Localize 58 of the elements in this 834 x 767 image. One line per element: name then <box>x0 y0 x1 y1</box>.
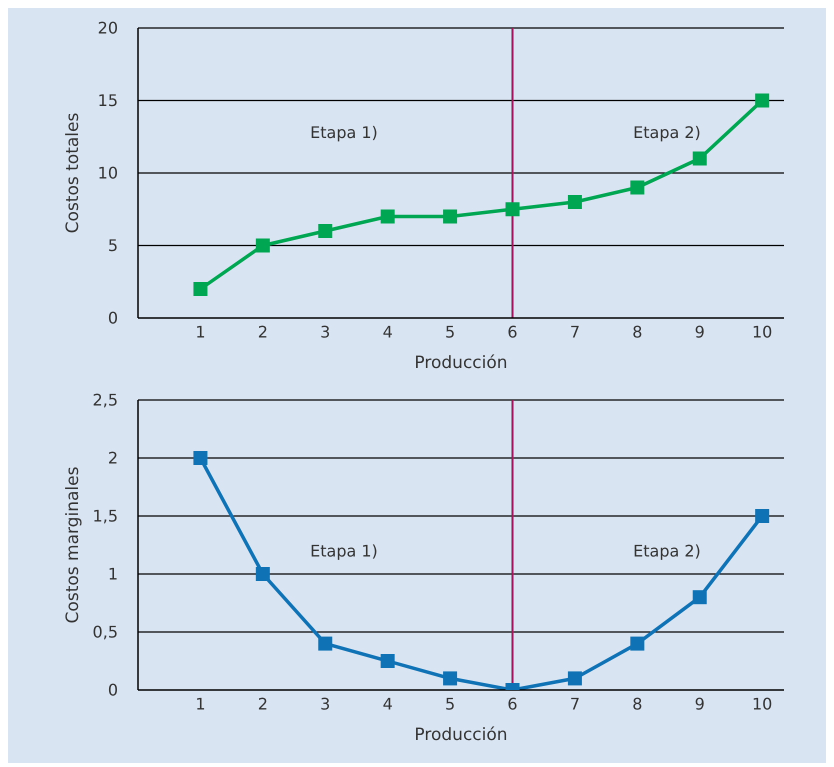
x-tick-label: 9 <box>694 694 705 714</box>
y-tick-label: 15 <box>98 91 118 110</box>
x-tick-label: 2 <box>258 322 268 342</box>
x-tick-label: 5 <box>444 322 456 342</box>
y-tick-label: 5 <box>108 236 118 256</box>
point <box>443 210 458 224</box>
y-tick-label: 2 <box>108 448 118 468</box>
x-tick-label: 6 <box>507 322 518 342</box>
x-tick-label: 7 <box>570 694 580 714</box>
x-tick-label: 4 <box>382 322 393 342</box>
y-tick-label: 10 <box>98 164 118 183</box>
x-tick-label: 1 <box>195 322 206 342</box>
x-tick-label: 9 <box>694 322 705 342</box>
x-tick-label: 2 <box>258 694 268 714</box>
x-tick-label: 8 <box>632 322 642 342</box>
point <box>568 671 582 686</box>
point <box>505 202 520 216</box>
point <box>380 210 395 224</box>
y-tick-label: 2,5 <box>92 390 118 410</box>
point <box>318 636 332 651</box>
y-tick-label: 20 <box>98 18 118 38</box>
point <box>692 152 707 166</box>
y-tick-label: 0 <box>108 680 118 700</box>
annotation: Etapa 1) <box>310 123 378 142</box>
x-tick-label: 3 <box>320 694 330 714</box>
point <box>630 636 644 651</box>
x-tick-label: 7 <box>570 322 580 342</box>
x-tick-label: 5 <box>444 694 456 714</box>
point <box>755 94 770 108</box>
point <box>193 451 208 465</box>
annotation: Etapa 2) <box>633 541 701 560</box>
annotation: Etapa 2) <box>633 123 701 142</box>
x-tick-label: 3 <box>320 322 330 342</box>
x-tick-label: 8 <box>632 694 642 714</box>
y-tick-label: 0,5 <box>92 622 118 642</box>
y-axis-title: Costos marginales <box>63 466 84 624</box>
x-tick-label: 6 <box>507 694 518 714</box>
x-tick-label: 10 <box>752 322 772 342</box>
point <box>692 590 707 604</box>
point <box>380 654 395 668</box>
x-tick-label: 4 <box>382 694 393 714</box>
point <box>318 224 332 238</box>
x-axis-title: Producción <box>414 725 508 745</box>
point <box>755 509 770 523</box>
point <box>630 180 644 194</box>
point <box>568 195 582 209</box>
x-axis-title: Producción <box>414 353 508 373</box>
point <box>193 282 208 296</box>
point <box>256 238 270 252</box>
y-tick-label: 1 <box>108 564 118 584</box>
y-axis-title: Costos totales <box>63 112 84 234</box>
point <box>443 671 458 686</box>
y-tick-label: 0 <box>108 308 118 328</box>
y-tick-label: 1,5 <box>92 506 118 526</box>
annotation: Etapa 1) <box>310 541 378 560</box>
point <box>256 567 270 581</box>
x-tick-label: 1 <box>195 694 206 714</box>
x-tick-label: 10 <box>752 694 772 714</box>
